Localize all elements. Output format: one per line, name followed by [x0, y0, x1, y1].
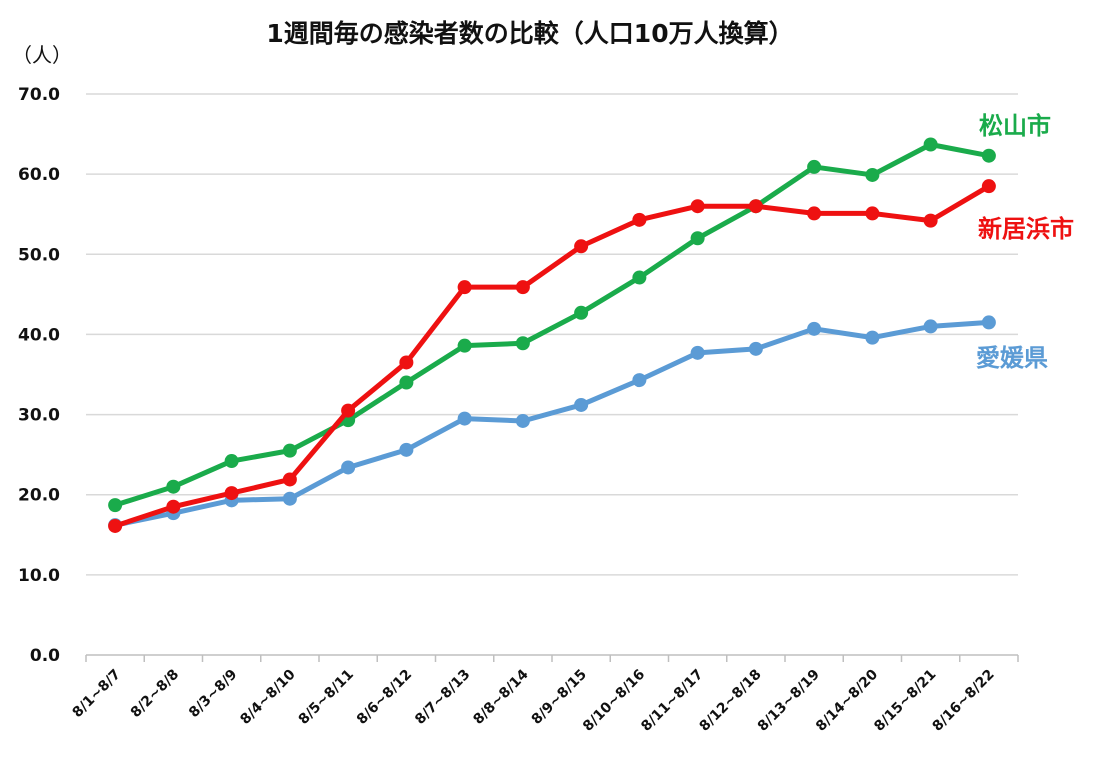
x-tick-label: 8/1~8/7 — [70, 667, 124, 721]
x-tick-label: 8/16~8/22 — [930, 667, 998, 735]
data-point — [865, 330, 880, 345]
data-point — [748, 341, 763, 356]
data-point — [807, 321, 822, 336]
y-axis-unit: （人） — [12, 43, 72, 67]
x-tick-label: 8/9~8/15 — [529, 667, 590, 728]
series-label: 新居浜市 — [978, 215, 1074, 243]
y-tick-label: 20.0 — [18, 486, 60, 506]
data-point — [923, 213, 938, 228]
x-tick-label: 8/12~8/18 — [697, 667, 765, 735]
data-point — [632, 212, 647, 227]
data-point — [690, 231, 705, 246]
y-tick-label: 60.0 — [18, 165, 60, 185]
data-point — [341, 460, 356, 475]
x-tick-label: 8/3~8/9 — [186, 667, 240, 721]
data-point — [923, 137, 938, 152]
data-point — [224, 486, 239, 501]
data-point — [574, 397, 589, 412]
data-point — [282, 443, 297, 458]
data-point — [690, 345, 705, 360]
data-point — [981, 315, 996, 330]
data-point — [341, 403, 356, 418]
x-tick-label: 8/4~8/10 — [237, 666, 298, 727]
data-point — [166, 479, 181, 494]
data-point — [282, 491, 297, 506]
data-point — [748, 199, 763, 214]
data-point — [166, 499, 181, 514]
series-line — [114, 141, 990, 508]
x-tick-label: 8/13~8/19 — [755, 667, 823, 735]
y-tick-label: 30.0 — [18, 406, 60, 426]
data-point — [865, 206, 880, 221]
series-line — [114, 319, 990, 528]
series-group — [108, 137, 996, 533]
x-tick-label: 8/11~8/17 — [638, 667, 706, 735]
x-tick-label: 8/8~8/14 — [470, 666, 531, 727]
x-axis: 8/1~8/7 8/2~8/8 8/3~8/98/4~8/108/5~8/118/6… — [70, 654, 1019, 735]
chart-title: 1週間毎の感染者数の比較（人口10万人換算） — [266, 19, 793, 48]
data-point — [108, 518, 123, 533]
y-axis-ticks: 0.0 10.0 20.0 30.0 40.0 50.0 60.0 70.0 — [18, 85, 60, 666]
data-point — [457, 411, 472, 426]
data-point — [399, 375, 414, 390]
x-tick-label: 8/6~8/12 — [354, 667, 415, 728]
series-label: 愛媛県 — [976, 344, 1048, 372]
data-point — [807, 159, 822, 174]
data-point — [981, 179, 996, 194]
series-label: 松山市 — [979, 112, 1051, 140]
x-tick-label: 8/5~8/11 — [296, 667, 357, 728]
x-tick-label: 8/2~8/8 — [128, 667, 182, 721]
y-tick-label: 50.0 — [18, 245, 60, 265]
y-tick-label: 70.0 — [18, 85, 60, 105]
data-point — [574, 305, 589, 320]
data-point — [399, 442, 414, 457]
data-point — [108, 498, 123, 513]
data-point — [632, 270, 647, 285]
data-point — [807, 206, 822, 221]
data-point — [515, 336, 530, 351]
data-point — [515, 280, 530, 295]
data-point — [981, 148, 996, 163]
x-tick-label: 8/7~8/13 — [412, 667, 473, 728]
series-line — [114, 184, 991, 529]
series-0 — [108, 315, 996, 533]
data-point — [574, 239, 589, 254]
data-point — [457, 338, 472, 353]
data-point — [923, 319, 938, 334]
data-point — [515, 413, 530, 428]
data-point — [224, 454, 239, 469]
y-tick-label: 0.0 — [30, 646, 60, 666]
data-point — [632, 373, 647, 388]
data-point — [282, 472, 297, 487]
y-tick-label: 10.0 — [18, 566, 60, 586]
x-tick-label: 8/15~8/21 — [871, 667, 939, 735]
data-point — [690, 199, 705, 214]
data-point — [865, 167, 880, 182]
data-point — [457, 280, 472, 295]
series-2 — [108, 179, 996, 533]
y-tick-label: 40.0 — [18, 325, 60, 345]
data-point — [399, 355, 414, 370]
series-1 — [108, 137, 996, 513]
x-tick-label: 8/10~8/16 — [580, 667, 648, 735]
